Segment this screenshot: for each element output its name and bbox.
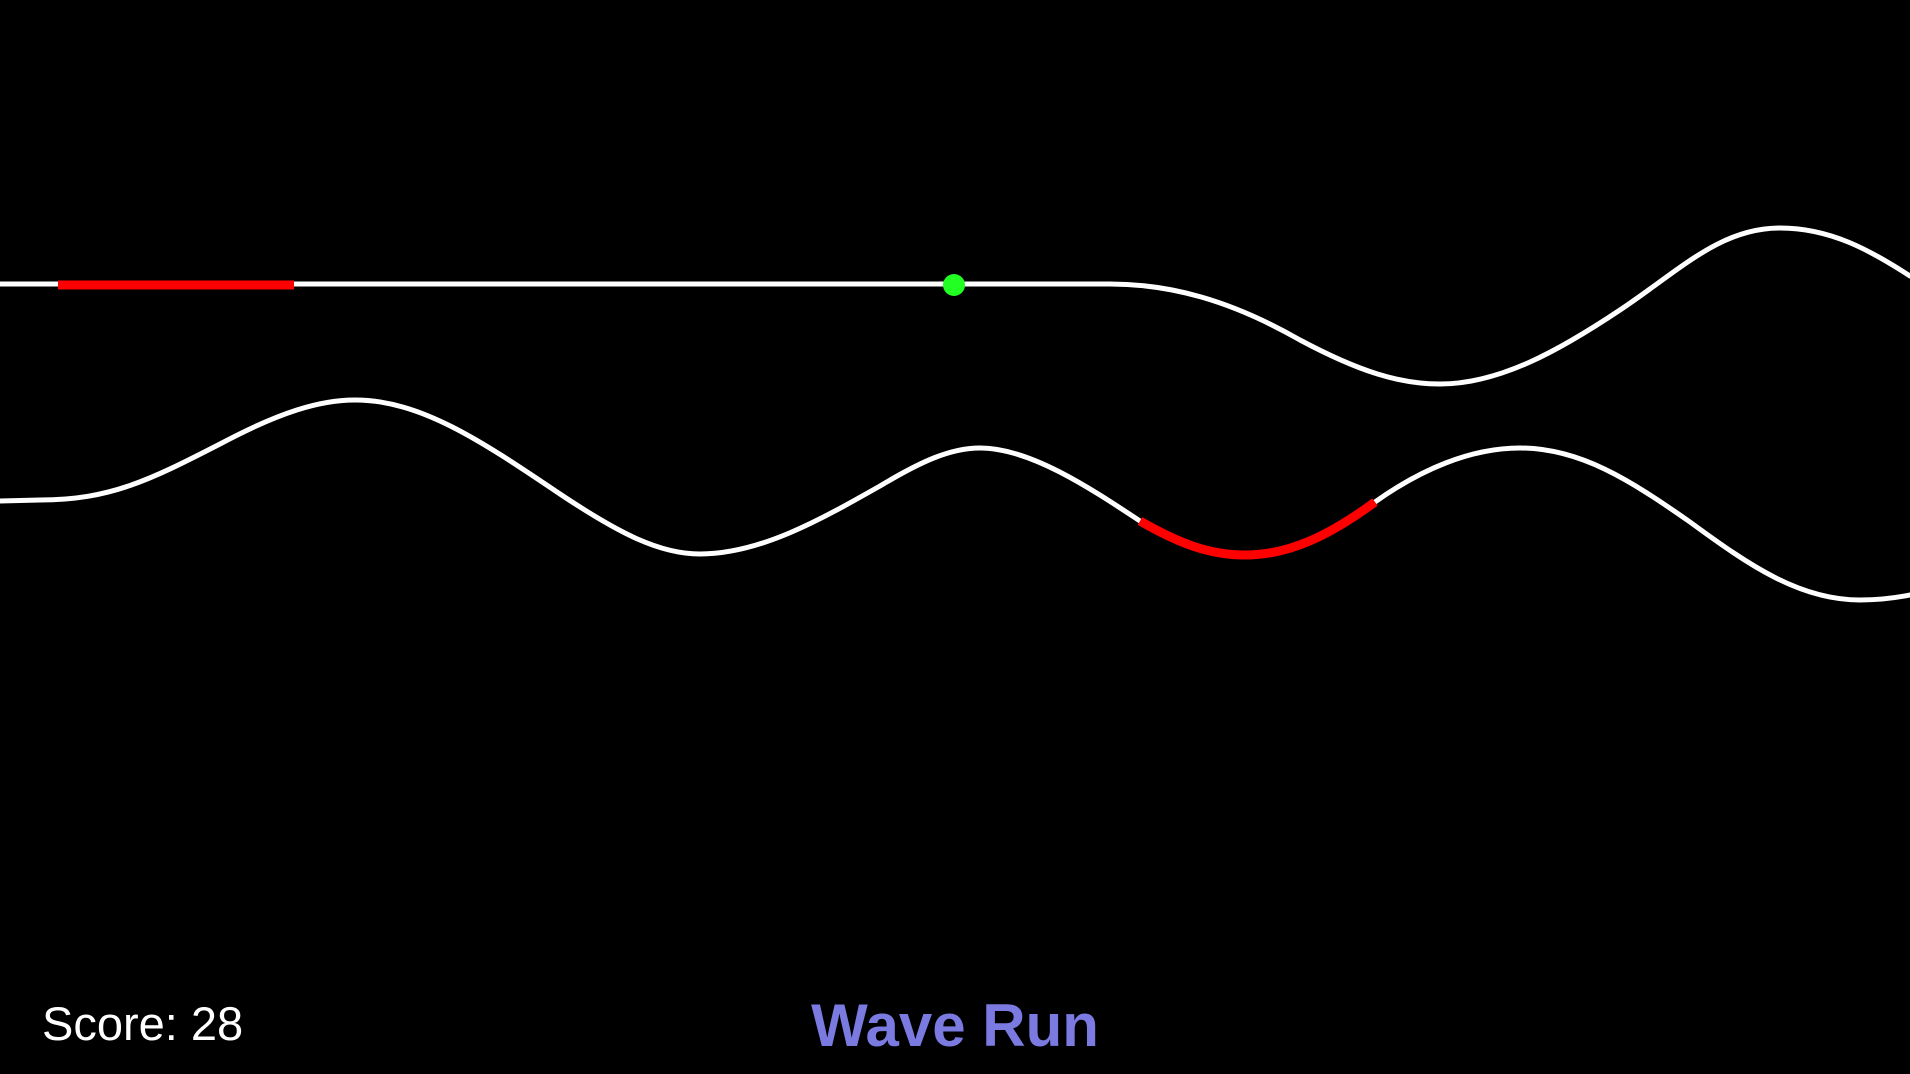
score-label: Score: — [42, 997, 178, 1050]
upper-wave-track — [0, 225, 1910, 387]
score-display: Score: 28 — [42, 1000, 243, 1047]
score-value: 28 — [190, 997, 244, 1050]
lower-wave-track — [0, 397, 1910, 603]
game-title: Wave Run — [811, 992, 1099, 1059]
player-green-dot-icon[interactable] — [943, 274, 965, 296]
red-hazard-segment — [1137, 498, 1378, 560]
